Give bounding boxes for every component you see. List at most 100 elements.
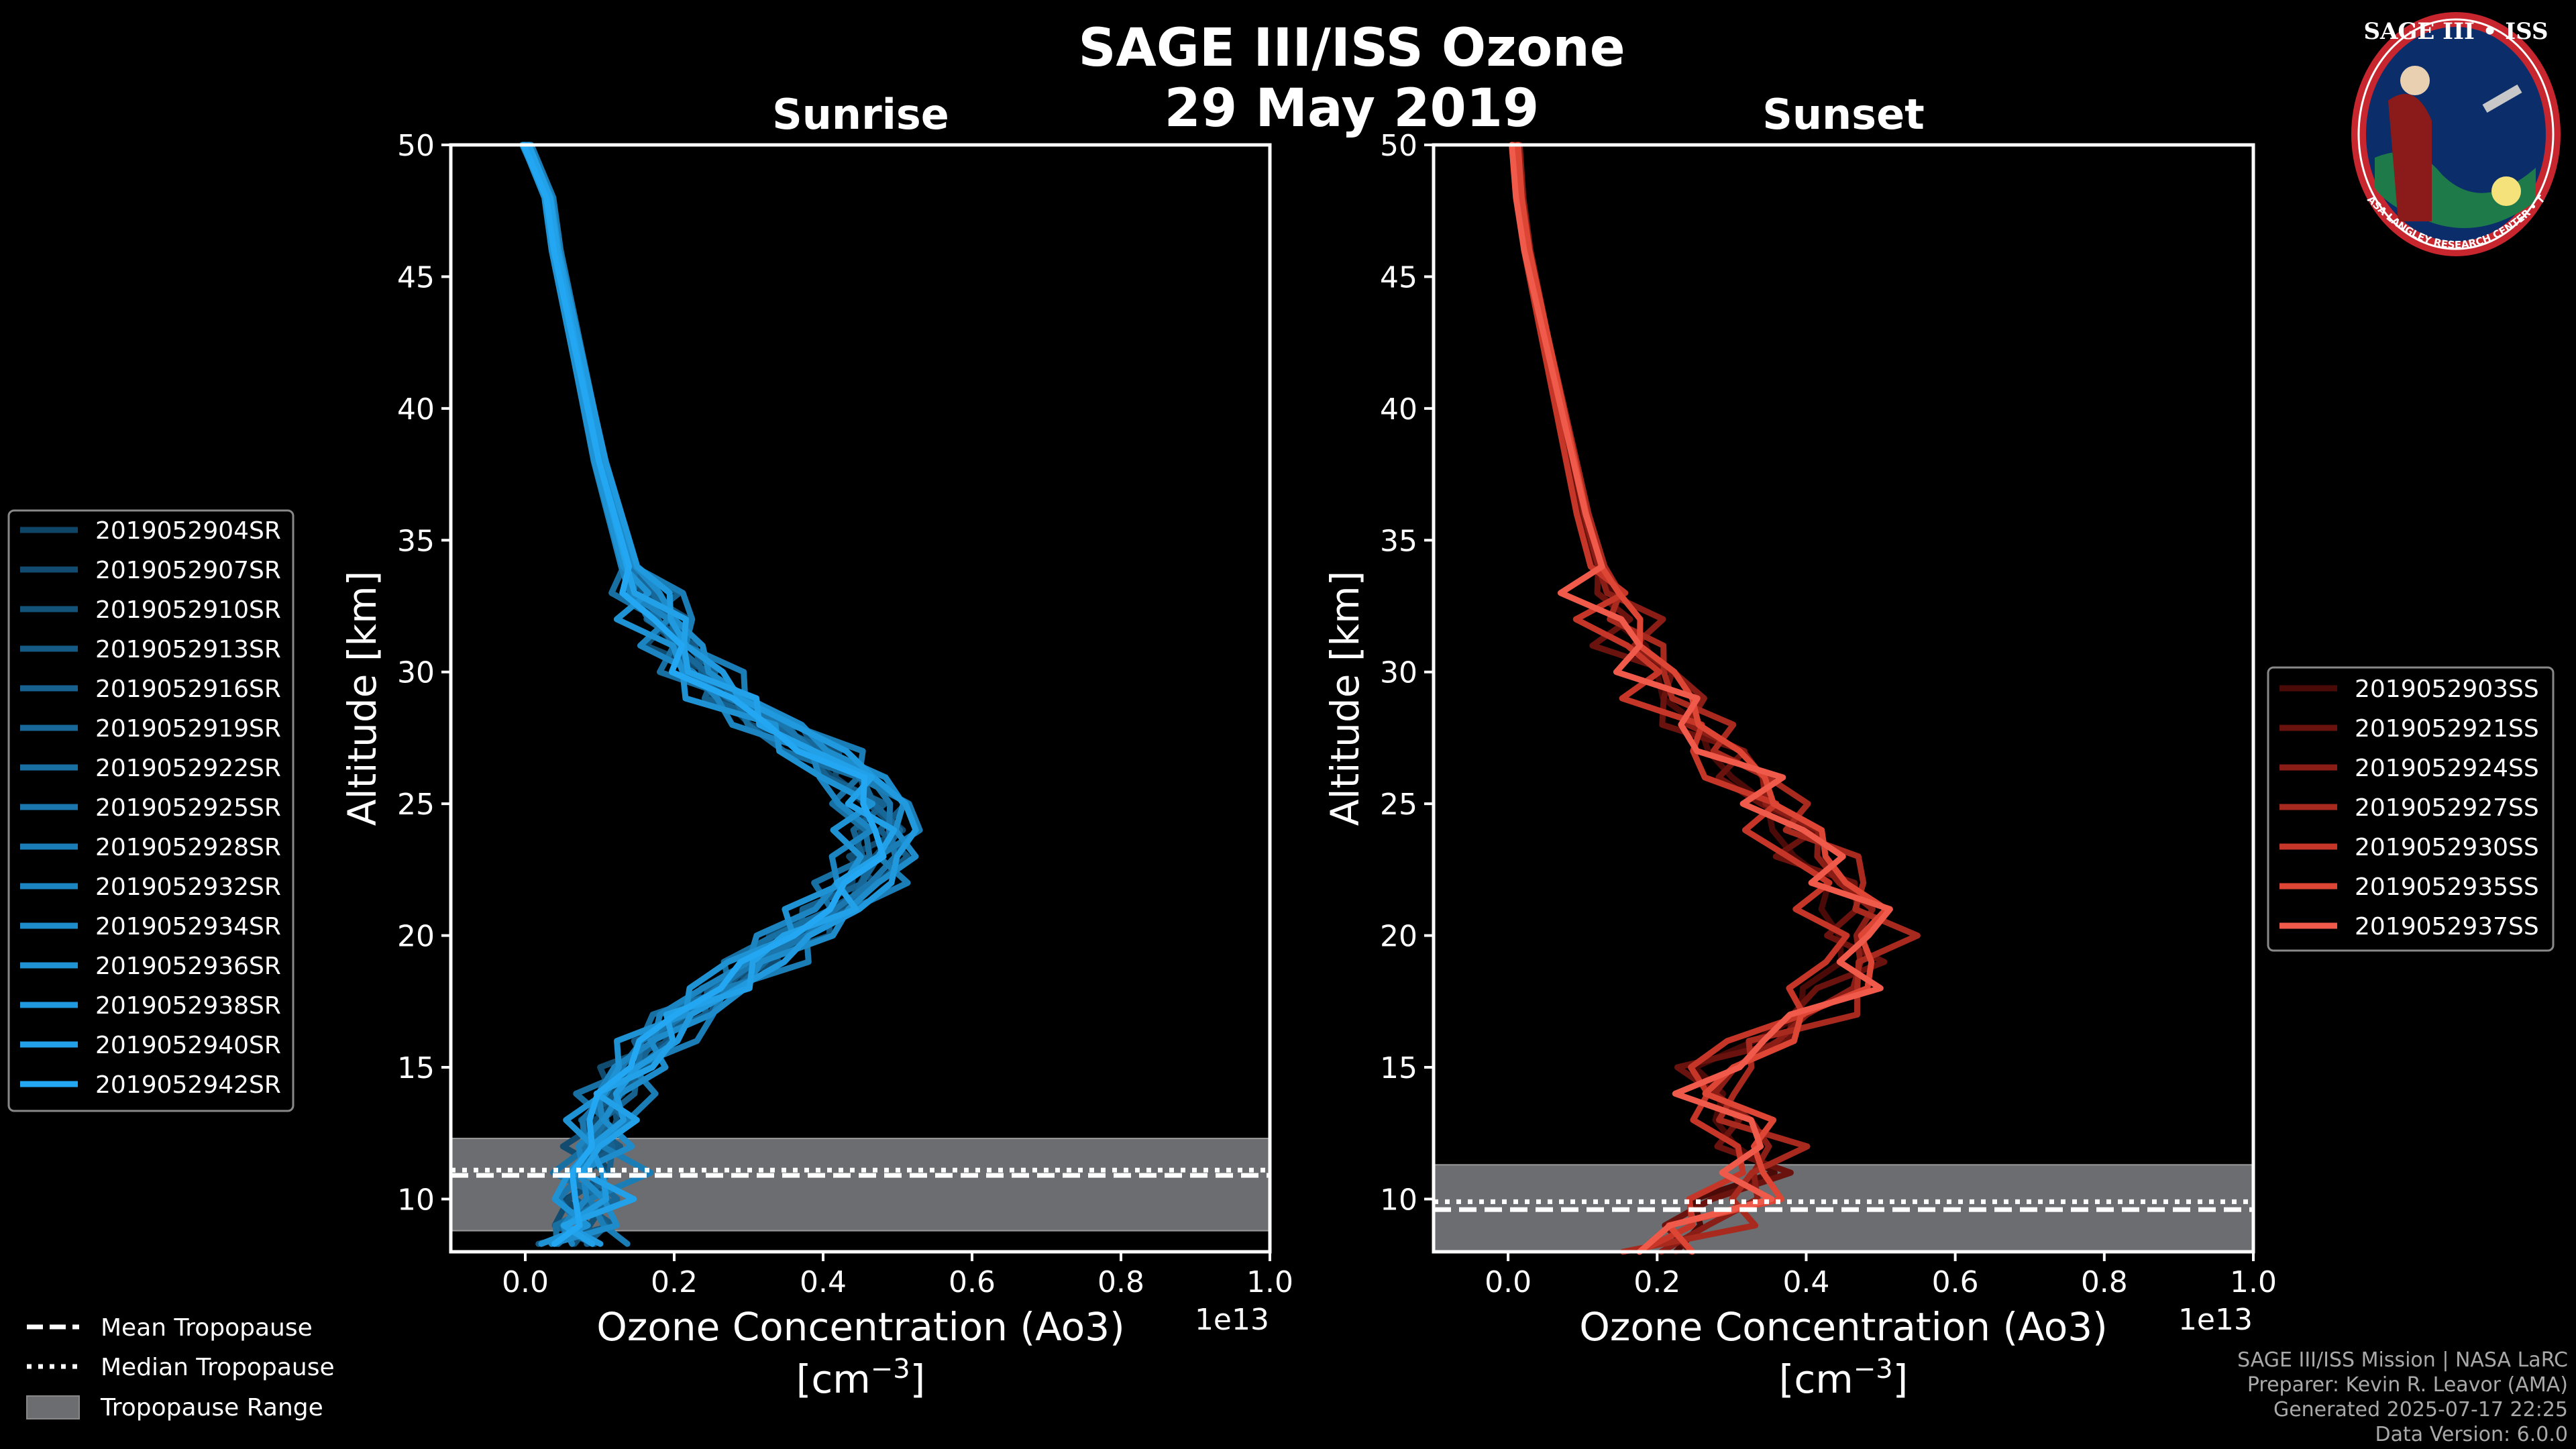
profile-line-2019052937SS — [1509, 142, 1893, 1255]
y-tick-label: 40 — [1380, 392, 1417, 427]
x-tick-label: 0.4 — [800, 1265, 847, 1299]
y-tick-label: 30 — [1380, 656, 1417, 690]
sunrise-x-unit-sup: −3 — [871, 1354, 910, 1385]
x-tick-label: 1.0 — [2230, 1265, 2277, 1299]
legend-label-2019052924SS: 2019052924SS — [2355, 755, 2539, 782]
figure-title-line2: 29 May 2019 — [1165, 78, 1540, 139]
sunrise-plot-frame — [449, 143, 1272, 1254]
legend-label-2019052919SR: 2019052919SR — [95, 715, 281, 743]
y-tick-label: 35 — [397, 524, 435, 558]
y-tick-label: 30 — [397, 656, 435, 690]
legend-label-2019052921SS: 2019052921SS — [2355, 715, 2539, 743]
sunset-legend: 2019052903SS 2019052921SS 2019052924SS 2019… — [2267, 666, 2555, 952]
sunrise-y-axis-label: Altitude [km] — [339, 571, 385, 826]
x-tick-label: 0.0 — [502, 1265, 549, 1299]
legend-label-2019052934SR: 2019052934SR — [95, 913, 281, 941]
y-tick-label: 15 — [1380, 1051, 1417, 1085]
x-tick-label: 0.0 — [1485, 1265, 1532, 1299]
x-tick-label: 0.4 — [1782, 1265, 1829, 1299]
sunrise-x-axis-label: Ozone Concentration (Ao3) — [596, 1304, 1125, 1350]
legend-label-2019052940SR: 2019052940SR — [95, 1032, 281, 1059]
legend-label-2019052932SR: 2019052932SR — [95, 873, 281, 901]
sunset-x-offset-label: 1e13 — [2178, 1303, 2253, 1337]
credits-line1: SAGE III/ISS Mission | NASA LaRC — [2237, 1348, 2568, 1372]
credits-line4: Data Version: 6.0.0 — [2375, 1423, 2568, 1446]
y-tick-label: 20 — [1380, 920, 1417, 954]
figure-title-line1: SAGE III/ISS Ozone — [1078, 18, 1625, 78]
y-tick-label: 10 — [397, 1183, 435, 1217]
legend-label-2019052904SR: 2019052904SR — [95, 517, 281, 545]
median-tropopause-label: Median Tropopause — [101, 1354, 335, 1381]
patch-title: SAGE III • ISS — [2363, 18, 2548, 45]
legend-label-2019052903SS: 2019052903SS — [2355, 676, 2539, 703]
credits-line2: Preparer: Kevin R. Leavor (AMA) — [2247, 1373, 2568, 1397]
sunset-x-unit-base: [cm — [1779, 1356, 1854, 1402]
sunset-x-unit-close: ] — [1893, 1356, 1909, 1402]
profile-line-2019052942SR — [521, 142, 887, 1247]
sunset-legend-items: 2019052903SS 2019052921SS 2019052924SS 2019… — [2279, 676, 2539, 941]
legend-label-2019052925SR: 2019052925SR — [95, 794, 281, 822]
sunset-panel-title: Sunset — [1762, 90, 1925, 139]
credits: SAGE III/ISS Mission | NASA LaRC Prepare… — [2237, 1348, 2568, 1446]
legend-label-2019052913SR: 2019052913SR — [95, 636, 281, 663]
sunrise-x-unit-base: [cm — [796, 1356, 871, 1402]
sunrise-legend-items: 2019052904SR 2019052907SR 2019052910SR 2019… — [20, 517, 281, 1099]
legend-label-2019052938SR: 2019052938SR — [95, 992, 281, 1020]
sunrise-legend: 2019052904SR 2019052907SR 2019052910SR 2019… — [7, 509, 294, 1112]
legend-label-2019052928SR: 2019052928SR — [95, 834, 281, 861]
sunset-y-ticks: 10 15 20 25 30 35 40 45 50 — [1380, 129, 1434, 1217]
x-tick-label: 0.2 — [651, 1265, 698, 1299]
tropopause-legend: Mean Tropopause Median Tropopause Tropop… — [26, 1314, 335, 1421]
sunset-plot-frame — [1432, 143, 2255, 1254]
legend-label-2019052936SR: 2019052936SR — [95, 953, 281, 980]
x-tick-label: 0.8 — [2081, 1265, 2128, 1299]
credits-line3: Generated 2025-07-17 22:25 — [2273, 1398, 2568, 1421]
patch-inner-rim — [2357, 18, 2555, 250]
legend-label-2019052910SR: 2019052910SR — [95, 596, 281, 624]
figure-head-icon — [2400, 66, 2430, 95]
y-tick-label: 25 — [1380, 788, 1417, 822]
legend-label-2019052942SR: 2019052942SR — [95, 1071, 281, 1099]
legend-label-2019052916SR: 2019052916SR — [95, 676, 281, 703]
sunset-x-ticks: 0.0 0.2 0.4 0.6 0.8 1.0 — [1485, 1252, 2277, 1299]
x-tick-label: 1.0 — [1246, 1265, 1293, 1299]
profile-line-2019052930SS — [1510, 142, 1850, 1255]
profile-line-2019052938SR — [523, 142, 919, 1247]
tropopause-lines — [1434, 1199, 2253, 1212]
sunrise-panel: Sunrise 0.0 0.2 0.4 0.6 0.8 1.0 10 15 20 25 30 35 4… — [339, 90, 1293, 1402]
legend-label-2019052907SR: 2019052907SR — [95, 557, 281, 584]
sunrise-profile-lines — [519, 142, 923, 1247]
sunset-panel: Sunset 0.0 0.2 0.4 0.6 0.8 1.0 10 15 20 25 30 35 40… — [1322, 90, 2277, 1402]
sunrise-x-unit-close: ] — [910, 1356, 926, 1402]
sunset-x-axis-label: Ozone Concentration (Ao3) — [1579, 1304, 2108, 1350]
tropopause-lines — [451, 1167, 1270, 1178]
sunrise-panel-title: Sunrise — [772, 90, 949, 139]
y-tick-label: 45 — [397, 260, 435, 294]
y-tick-label: 15 — [397, 1051, 435, 1085]
x-tick-label: 0.2 — [1633, 1265, 1680, 1299]
x-tick-label: 0.6 — [949, 1265, 996, 1299]
y-tick-label: 10 — [1380, 1183, 1417, 1217]
legend-label-2019052930SS: 2019052930SS — [2355, 834, 2539, 861]
sunrise-x-offset-label: 1e13 — [1195, 1303, 1269, 1337]
y-tick-label: 20 — [397, 920, 435, 954]
y-tick-label: 50 — [397, 129, 435, 163]
y-tick-label: 40 — [397, 392, 435, 427]
tropopause-range-swatch — [26, 1395, 80, 1419]
sunset-legend-box — [2267, 666, 2555, 952]
sunset-x-axis-unit: [cm−3] — [1779, 1354, 1909, 1402]
sun-icon — [2491, 176, 2521, 206]
y-tick-label: 50 — [1380, 129, 1417, 163]
sunrise-x-ticks: 0.0 0.2 0.4 0.6 0.8 1.0 — [502, 1252, 1293, 1299]
sunset-y-axis-label: Altitude [km] — [1322, 571, 1368, 826]
sunrise-y-ticks: 10 15 20 25 30 35 40 45 50 — [397, 129, 451, 1217]
legend-label-2019052937SS: 2019052937SS — [2355, 913, 2539, 941]
y-tick-label: 35 — [1380, 524, 1417, 558]
x-tick-label: 0.6 — [1932, 1265, 1979, 1299]
sunset-profile-lines — [1509, 142, 1921, 1255]
sunrise-legend-box — [7, 509, 294, 1112]
figure-icon — [2388, 94, 2432, 221]
legend-label-2019052927SS: 2019052927SS — [2355, 794, 2539, 822]
y-tick-label: 25 — [397, 788, 435, 822]
